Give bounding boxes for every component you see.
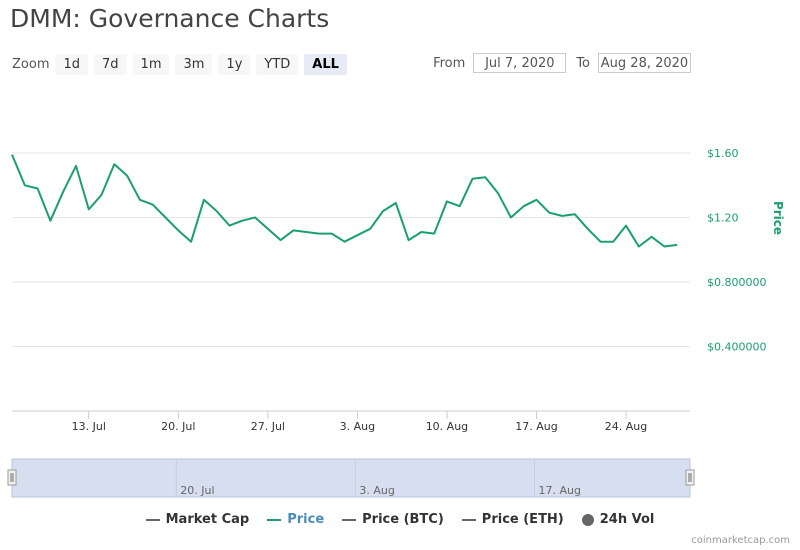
x-axis: 13. Jul 20. Jul 27. Jul 3. Aug 10. Aug 17. Au… [12, 410, 690, 433]
y-tick-label: $0.800000 [707, 276, 767, 289]
grid-lines [12, 152, 690, 347]
y-tick-label: $0.400000 [707, 341, 767, 354]
zoom-1m-button[interactable]: 1m [132, 53, 170, 75]
legend-label: Market Cap [165, 512, 250, 527]
navigator-label: 17. Aug [538, 484, 580, 497]
zoom-ytd-button[interactable]: YTD [256, 53, 299, 75]
date-range-selector: From Jul 7, 2020 To Aug 28, 2020 [423, 53, 691, 73]
legend-price[interactable]: Price [267, 512, 324, 527]
price-line [11, 154, 678, 248]
navigator-left-handle[interactable] [7, 469, 17, 486]
y-tick-label: $1.20 [707, 212, 739, 225]
legend-label: 24h Vol [599, 512, 655, 527]
zoom-3m-button[interactable]: 3m [175, 53, 213, 75]
price-series [11, 154, 678, 248]
zoom-1y-button[interactable]: 1y [218, 53, 251, 75]
legend-label: Price (BTC) [362, 512, 444, 527]
navigator-right-handle[interactable] [685, 469, 695, 486]
price-chart: 13. Jul 20. Jul 27. Jul 3. Aug 10. Aug 17. Au… [7, 147, 785, 498]
y-axis-title: Price [771, 201, 785, 235]
credits-link[interactable]: coinmarketcap.com [691, 535, 790, 546]
y-axis: $0.400000 $0.800000 $1.20 $1.60 Price [707, 147, 785, 354]
navigator-label: 20. Jul [180, 484, 214, 497]
navigator[interactable]: 20. Jul 3. Aug 17. Aug [7, 458, 695, 498]
from-date-input[interactable]: Jul 7, 2020 [473, 53, 567, 73]
x-tick-label: 3. Aug [340, 420, 375, 433]
x-tick-label: 10. Aug [426, 420, 468, 433]
zoom-controls: Zoom 1d 7d 1m 3m 1y YTD ALL [12, 52, 353, 76]
zoom-1d-button[interactable]: 1d [55, 53, 89, 75]
navigator-window[interactable] [11, 458, 691, 498]
y-tick-label: $1.60 [707, 147, 739, 160]
legend-line-icon [267, 518, 282, 521]
zoom-7d-button[interactable]: 7d [94, 53, 127, 75]
legend-24h-vol[interactable]: 24h Vol [581, 512, 655, 527]
legend-dot-icon [581, 513, 594, 526]
legend-price-eth[interactable]: Price (ETH) [461, 512, 564, 527]
legend-market-cap[interactable]: Market Cap [145, 512, 250, 527]
navigator-label: 3. Aug [359, 484, 394, 497]
legend-line-icon [342, 518, 357, 521]
x-tick-label: 20. Jul [161, 420, 195, 433]
legend-price-btc[interactable]: Price (BTC) [342, 512, 444, 527]
legend-label: Price [287, 512, 325, 527]
to-label: To [576, 55, 590, 71]
legend: Market Cap Price Price (BTC) Price (ETH)… [0, 512, 800, 527]
legend-label: Price (ETH) [481, 512, 564, 527]
x-tick-label: 13. Jul [72, 420, 106, 433]
legend-line-icon [145, 518, 160, 521]
legend-line-icon [461, 518, 476, 521]
zoom-all-button[interactable]: ALL [304, 53, 347, 75]
from-label: From [433, 55, 466, 71]
chart-title: DMM: Governance Charts [10, 4, 330, 33]
x-tick-label: 27. Jul [251, 420, 285, 433]
x-tick-label: 24. Aug [605, 420, 647, 433]
zoom-label: Zoom [12, 56, 50, 72]
x-tick-label: 17. Aug [515, 420, 557, 433]
to-date-input[interactable]: Aug 28, 2020 [598, 53, 691, 73]
